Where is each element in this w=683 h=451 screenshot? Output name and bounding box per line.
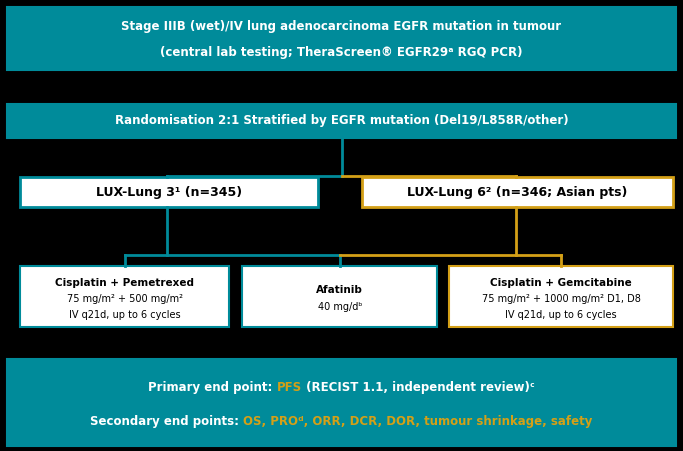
Text: LUX-Lung 6² (n=346; Asian pts): LUX-Lung 6² (n=346; Asian pts) (407, 186, 628, 198)
Text: OS, PROᵈ, ORR, DCR, DOR, tumour shrinkage, safety: OS, PROᵈ, ORR, DCR, DOR, tumour shrinkag… (243, 415, 593, 428)
Text: IV q21d, up to 6 cycles: IV q21d, up to 6 cycles (505, 310, 617, 320)
FancyBboxPatch shape (7, 359, 676, 446)
FancyBboxPatch shape (7, 7, 676, 70)
Text: Randomisation 2:1 Stratified by EGFR mutation (Del19/L858R/other): Randomisation 2:1 Stratified by EGFR mut… (115, 114, 568, 127)
Text: 40 mg/dᵇ: 40 mg/dᵇ (318, 303, 362, 313)
FancyBboxPatch shape (20, 177, 318, 207)
FancyBboxPatch shape (7, 104, 676, 138)
FancyBboxPatch shape (242, 266, 437, 327)
Text: PFS: PFS (277, 381, 302, 394)
Text: Cisplatin + Gemcitabine: Cisplatin + Gemcitabine (490, 277, 632, 288)
Text: Afatinib: Afatinib (316, 285, 363, 295)
Text: (central lab testing; TheraScreen® EGFR29ᵃ RGQ PCR): (central lab testing; TheraScreen® EGFR2… (161, 46, 522, 59)
Text: Stage IIIB (wet)/IV lung adenocarcinoma EGFR mutation in tumour: Stage IIIB (wet)/IV lung adenocarcinoma … (122, 20, 561, 33)
Text: 75 mg/m² + 1000 mg/m² D1, D8: 75 mg/m² + 1000 mg/m² D1, D8 (482, 294, 641, 304)
Text: Primary end point:: Primary end point: (148, 381, 277, 394)
Text: IV q21d, up to 6 cycles: IV q21d, up to 6 cycles (69, 310, 180, 320)
Text: LUX-Lung 3¹ (n=345): LUX-Lung 3¹ (n=345) (96, 186, 242, 198)
FancyBboxPatch shape (20, 266, 229, 327)
Text: 75 mg/m² + 500 mg/m²: 75 mg/m² + 500 mg/m² (67, 294, 182, 304)
Text: Cisplatin + Pemetrexed: Cisplatin + Pemetrexed (55, 277, 194, 288)
FancyBboxPatch shape (362, 177, 673, 207)
FancyBboxPatch shape (449, 266, 673, 327)
Text: (RECIST 1.1, independent review)ᶜ: (RECIST 1.1, independent review)ᶜ (302, 381, 535, 394)
Text: Secondary end points:: Secondary end points: (90, 415, 243, 428)
